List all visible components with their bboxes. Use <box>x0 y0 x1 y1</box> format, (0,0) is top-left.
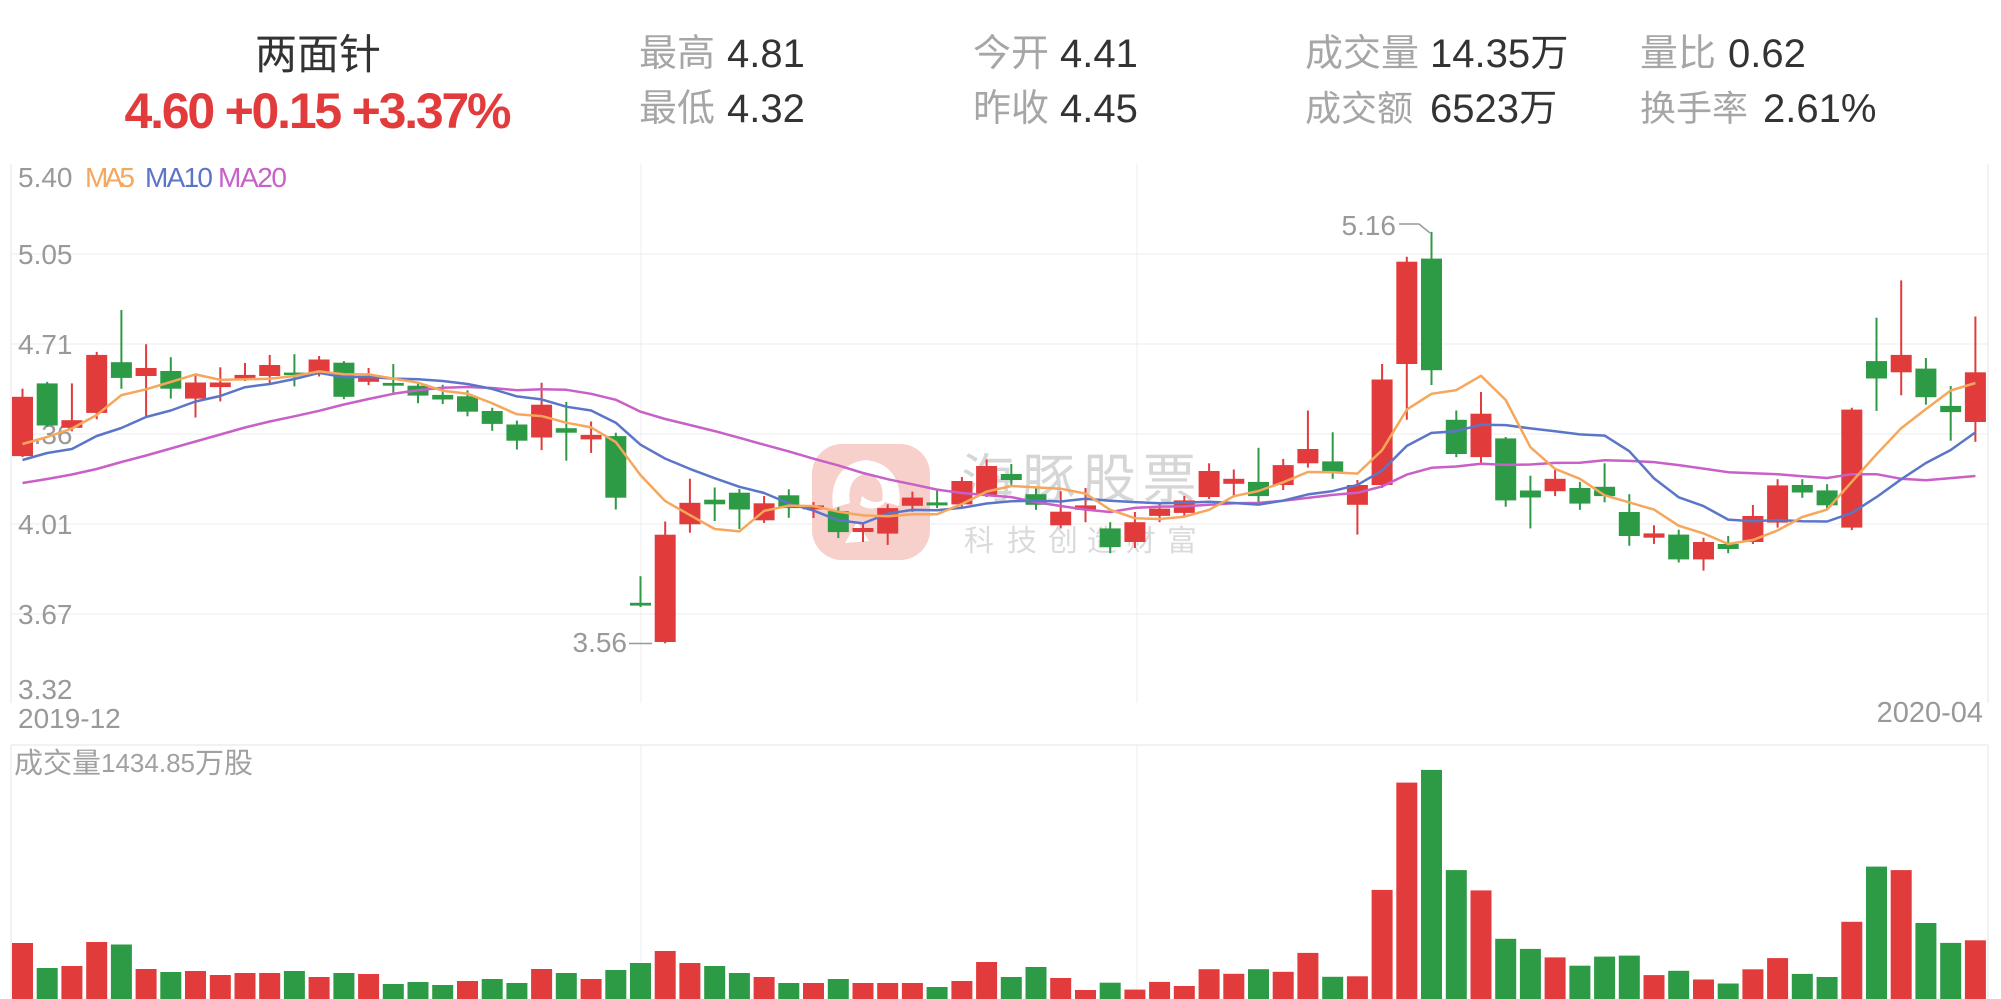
svg-text:4.81: 4.81 <box>727 32 805 76</box>
svg-text:2019-12: 2019-12 <box>18 703 121 734</box>
svg-text:3.56: 3.56 <box>573 627 628 658</box>
svg-text:3.32: 3.32 <box>18 674 73 705</box>
svg-text:4.71: 4.71 <box>18 329 73 360</box>
svg-text:5.16: 5.16 <box>1342 210 1397 241</box>
svg-text:1434.85: 1434.85 <box>101 748 195 778</box>
svg-text:2.61%: 2.61% <box>1763 87 1876 131</box>
svg-text:4.45: 4.45 <box>1060 87 1138 131</box>
svg-text:2020-04: 2020-04 <box>1877 697 1983 729</box>
svg-text:5.05: 5.05 <box>18 239 73 270</box>
svg-text:4.01: 4.01 <box>18 509 73 540</box>
svg-text:0.62: 0.62 <box>1728 32 1806 76</box>
svg-text:MA10: MA10 <box>145 162 213 193</box>
svg-text:6523: 6523 <box>1430 87 1519 131</box>
svg-text:MA5: MA5 <box>85 162 135 193</box>
svg-text:5.40: 5.40 <box>18 162 73 193</box>
svg-text:3.67: 3.67 <box>18 599 73 630</box>
svg-text:4.41: 4.41 <box>1060 32 1138 76</box>
svg-text:4.60 +0.15 +3.37%: 4.60 +0.15 +3.37% <box>125 83 512 139</box>
svg-text:14.35: 14.35 <box>1430 32 1530 76</box>
svg-text:MA20: MA20 <box>218 162 287 193</box>
svg-text:4.32: 4.32 <box>727 87 805 131</box>
